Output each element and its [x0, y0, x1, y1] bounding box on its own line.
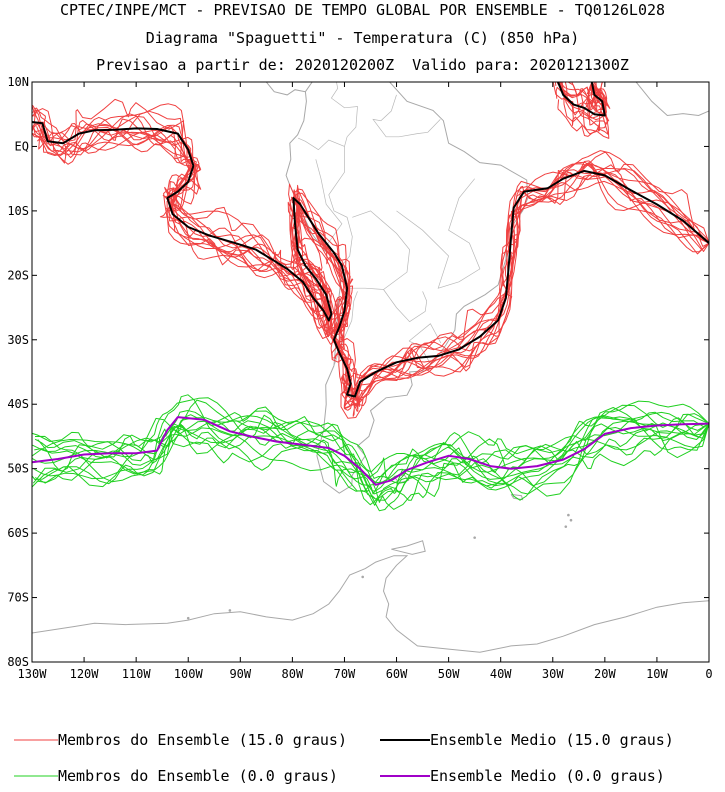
green-member-0-6 [32, 400, 709, 487]
x-tick-label: 60W [386, 667, 408, 681]
chart-title: CPTEC/INPE/MCT - PREVISAO DE TEMPO GLOBA… [59, 1, 666, 19]
green-member-0-4 [34, 410, 709, 491]
green-member-0-10 [37, 407, 709, 497]
red-member-1-1 [567, 82, 608, 129]
red-member-1-13 [558, 82, 603, 111]
chart-validity-line: Previsao a partir de: 2020120200Z Valido… [96, 56, 629, 74]
x-tick-label: 100W [174, 667, 204, 681]
falkland-islands [393, 474, 410, 484]
y-tick-label: EQ [15, 139, 29, 153]
country-border-0 [328, 136, 353, 265]
red-member-0-4 [32, 115, 709, 412]
legend-label-1: Ensemble Medio (15.0 graus) [430, 731, 674, 749]
country-border-9 [315, 159, 343, 250]
x-tick-label: 70W [334, 667, 356, 681]
south-america-coastline [285, 82, 529, 494]
series-mean-line-1-0 [32, 416, 709, 486]
legend: Membros do Ensemble (15.0 graus) Ensemble… [14, 731, 674, 785]
red-member-0-7 [32, 123, 709, 409]
island-dot-6 [564, 525, 568, 528]
country-border-3 [408, 323, 442, 344]
red-member-0-10 [37, 98, 709, 407]
island-dot-3 [473, 536, 476, 539]
x-tick-label: 90W [229, 667, 251, 681]
x-tick-label: 80W [282, 667, 304, 681]
island-dot-2 [361, 575, 364, 579]
y-tick-label: 20S [7, 268, 29, 282]
x-tick-label: 40W [490, 667, 512, 681]
red-member-0-13 [32, 103, 709, 379]
south-georgia-island [510, 493, 524, 501]
x-tick-label: 120W [70, 667, 100, 681]
south-shetland-islands [391, 540, 426, 555]
y-tick-label: 50S [7, 462, 29, 476]
y-tick-label: 70S [7, 591, 29, 605]
x-tick-label: 10W [646, 667, 668, 681]
caribbean-coastline [251, 45, 276, 76]
red-member-0-2 [36, 116, 709, 411]
series-mean-line-0-1 [557, 82, 606, 117]
africa-coastline [617, 82, 709, 117]
chart-subtitle: Diagrama "Spaguetti" - Temperatura (C) (… [145, 29, 580, 47]
x-tick-label: 130W [18, 667, 48, 681]
country-border-7 [372, 94, 441, 138]
y-tick-label: 60S [7, 526, 29, 540]
island-dot-4 [569, 518, 573, 522]
central-america-coastline [265, 82, 306, 96]
green-member-0-11 [34, 413, 709, 495]
x-tick-label: 110W [122, 667, 152, 681]
map-background [32, 45, 709, 653]
y-tick-label: 10N [7, 75, 29, 89]
green-member-0-7 [34, 420, 709, 495]
legend-label-3: Ensemble Medio (0.0 graus) [430, 767, 665, 785]
series-mean-line-0-0 [32, 121, 709, 398]
red-member-1-10 [559, 82, 611, 116]
legend-label-0: Membros do Ensemble (15.0 graus) [58, 731, 347, 749]
red-member-0-6 [32, 109, 709, 410]
y-tick-label: 30S [7, 333, 29, 347]
ensemble-means [32, 82, 709, 486]
red-member-1-11 [555, 82, 610, 139]
x-tick-label: 30W [542, 667, 564, 681]
green-member-0-1 [32, 415, 709, 486]
x-tick-label: 50W [438, 667, 460, 681]
green-member-0-13 [32, 397, 709, 473]
plot-frame [31, 81, 710, 663]
country-border-6 [330, 82, 358, 138]
green-member-0-12 [32, 399, 709, 506]
red-member-0-12 [33, 111, 709, 419]
x-tick-label: 0 [705, 667, 712, 681]
country-border-2 [383, 289, 428, 323]
x-tick-label: 20W [594, 667, 616, 681]
country-border-5 [297, 137, 345, 151]
country-border-1 [347, 210, 410, 290]
island-dot-1 [228, 609, 232, 612]
y-tick-label: 10S [7, 204, 29, 218]
y-tick-label: 40S [7, 397, 29, 411]
island-dot-5 [567, 513, 570, 517]
red-member-0-5 [32, 104, 709, 401]
island-dot-0 [186, 616, 190, 620]
red-member-0-11 [32, 121, 709, 401]
ensemble-members-15c [32, 82, 709, 419]
antarctica-coastline [32, 555, 709, 653]
country-border-10 [396, 178, 481, 289]
y-tick-label: 80S [7, 655, 29, 669]
legend-label-2: Membros do Ensemble (0.0 graus) [58, 767, 338, 785]
